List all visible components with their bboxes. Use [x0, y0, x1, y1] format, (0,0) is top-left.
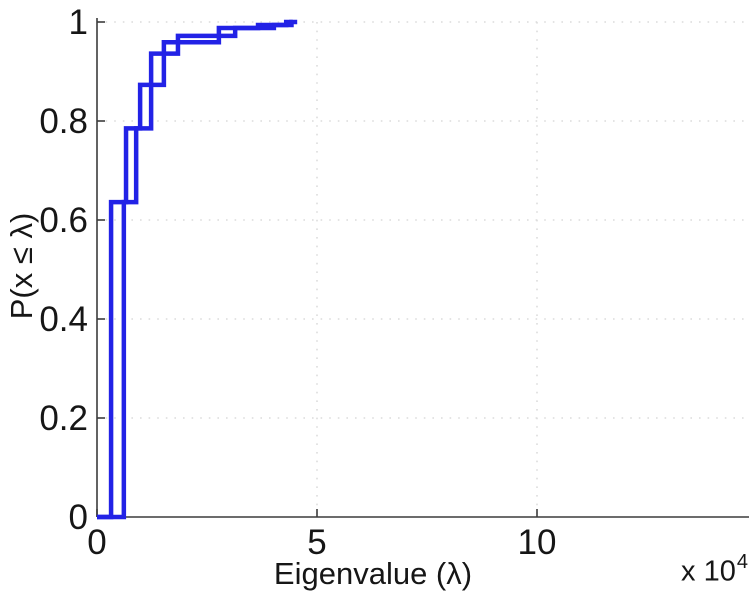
y-tick-label: 0.2 — [39, 399, 88, 438]
y-axis-label: P(x ≤ λ) — [4, 212, 39, 320]
y-tick-label: 0.6 — [39, 201, 88, 240]
y-tick-label: 0 — [69, 498, 88, 537]
scale-base: x 10 — [681, 555, 736, 588]
y-tick-label: 0.4 — [39, 300, 88, 339]
x-tick-label: 10 — [518, 523, 557, 562]
y-tick-label: 1 — [69, 3, 88, 42]
x-tick-label: 5 — [307, 523, 326, 562]
y-tick-label: 0.8 — [39, 102, 88, 141]
scale-exponent: 4 — [736, 551, 748, 573]
ecdf-curve-1 — [97, 19, 293, 520]
x-tick-label: 0 — [87, 523, 106, 562]
ecdf-curve-2 — [97, 19, 298, 520]
axis-scale-annotation: x 104 — [681, 551, 748, 589]
x-axis-label: Eigenvalue (λ) — [273, 556, 473, 591]
